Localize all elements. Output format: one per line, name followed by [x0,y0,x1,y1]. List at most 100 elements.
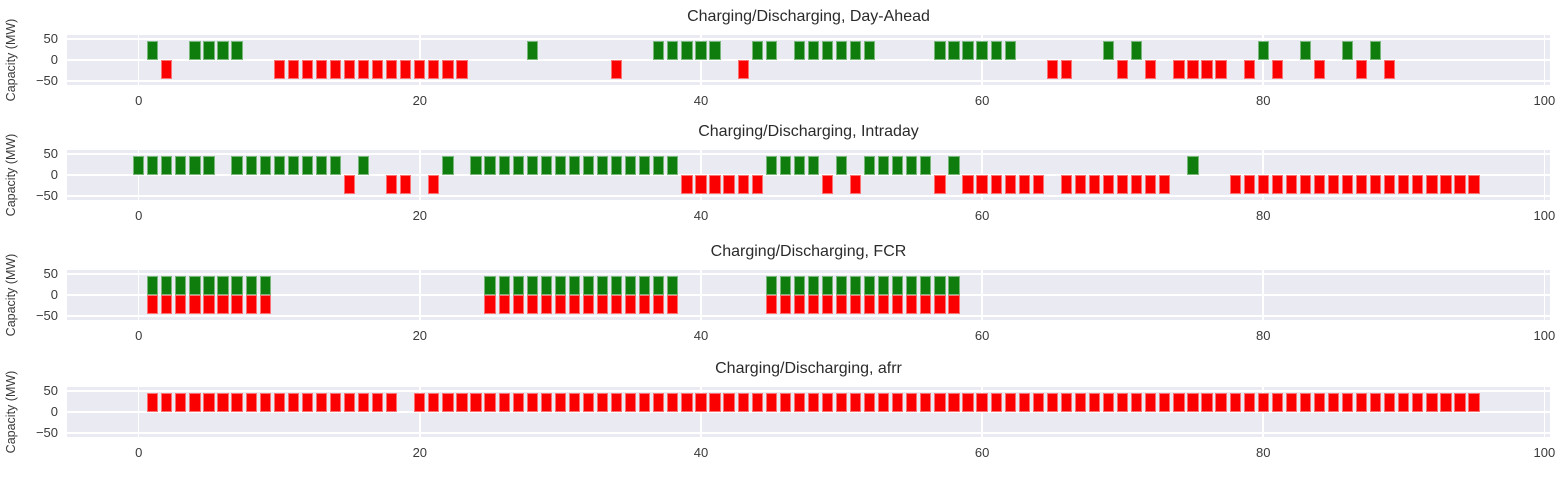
gridline-horizontal [67,432,1550,434]
bar-charging-hour-53 [878,156,890,175]
bar-charging-hour-7 [231,393,243,412]
bar-charging-hour-52 [864,156,876,175]
bar-charging-hour-18 [386,393,398,412]
bar-charging-hour-51 [849,41,862,60]
bar-charging-hour-47 [793,393,805,412]
bar-discharging-hour-19 [400,60,412,79]
x-tick-label: 100 [1533,93,1556,108]
bar-discharging-hour-2 [161,60,173,79]
bar-charging-hour-63 [1018,393,1030,412]
bar-charging-hour-31 [568,276,581,295]
bar-charging-hour-28 [526,276,538,295]
bar-discharging-hour-53 [878,295,890,314]
x-tick-label: 40 [693,93,709,108]
bar-charging-hour-41 [709,41,721,60]
bar-charging-hour-55 [906,156,918,175]
bar-discharging-hour-15 [343,175,356,194]
bar-charging-hour-2 [161,156,173,175]
bar-charging-hour-28 [526,393,538,412]
bar-discharging-hour-18 [386,175,398,194]
bar-charging-hour-77 [1215,393,1227,412]
bar-discharging-hour-67 [1074,175,1087,194]
bar-charging-hour-56 [920,276,932,295]
x-tick-label: 80 [1256,445,1271,460]
bar-charging-hour-53 [878,393,890,412]
bar-charging-hour-23 [456,393,468,412]
bar-discharging-hour-85 [1327,175,1340,194]
bar-charging-hour-43 [737,393,749,412]
subplot-title-fcr: Charging/Discharging, FCR [710,243,907,260]
x-tick-label: 60 [974,445,990,460]
bar-charging-hour-88 [1370,393,1382,412]
bar-discharging-hour-72 [1145,175,1157,194]
bar-charging-hour-64 [1032,393,1044,412]
bar-charging-hour-91 [1412,393,1424,412]
bar-discharging-hour-91 [1412,175,1424,194]
plot-area [67,387,1550,437]
bar-charging-hour-11 [287,393,299,412]
bar-discharging-hour-32 [582,295,595,314]
y-tick-label: −50 [35,307,58,323]
bar-charging-hour-25 [484,156,496,175]
x-tick-label: 20 [412,208,428,223]
bar-charging-hour-56 [920,156,932,175]
bar-discharging-hour-8 [245,295,257,314]
bar-discharging-hour-42 [723,175,735,194]
bar-charging-hour-75 [1187,393,1199,412]
bar-discharging-hour-34 [611,60,623,79]
bar-charging-hour-1 [147,393,159,412]
bar-discharging-hour-63 [1018,175,1030,194]
gridline-horizontal [67,390,1550,392]
bar-discharging-hour-25 [484,295,496,314]
bar-charging-hour-80 [1257,393,1269,412]
bar-discharging-hour-31 [568,295,581,314]
bar-charging-hour-5 [203,41,215,60]
bar-charging-hour-2 [161,276,173,295]
bar-charging-hour-34 [611,276,623,295]
bar-charging-hour-9 [259,393,271,412]
bar-charging-hour-55 [906,393,918,412]
bar-charging-hour-0 [133,156,145,175]
bar-charging-hour-6 [217,393,229,412]
bar-charging-hour-81 [1271,393,1283,412]
gridline-vertical [700,270,702,320]
bar-charging-hour-60 [976,41,988,60]
bar-charging-hour-30 [554,156,566,175]
bar-discharging-hour-60 [976,175,988,194]
bar-charging-hour-25 [484,393,496,412]
x-tick-label: 20 [412,328,428,343]
bar-discharging-hour-14 [329,60,342,79]
bar-charging-hour-69 [1102,41,1115,60]
gridline-vertical [700,35,702,85]
bar-charging-hour-78 [1229,393,1241,412]
x-tick-label: 80 [1256,208,1271,223]
bar-discharging-hour-54 [892,295,904,314]
gridline-horizontal [67,315,1550,317]
bar-charging-hour-24 [470,393,482,412]
bar-charging-hour-8 [245,156,257,175]
bar-discharging-hour-36 [639,295,651,314]
x-tick-label: 0 [135,328,143,343]
bar-charging-hour-53 [878,276,890,295]
bar-charging-hour-48 [807,276,820,295]
bar-charging-hour-40 [695,41,707,60]
bar-charging-hour-25 [484,276,496,295]
bar-charging-hour-13 [315,393,328,412]
bar-discharging-hour-39 [681,175,693,194]
gridline-vertical [1543,35,1546,85]
bar-charging-hour-93 [1440,393,1452,412]
bar-charging-hour-89 [1384,393,1396,412]
bar-charging-hour-35 [625,156,637,175]
bar-discharging-hour-59 [962,175,974,194]
gridline-horizontal [67,195,1550,197]
bar-discharging-hour-47 [793,295,805,314]
gridline-horizontal [67,153,1550,155]
bar-charging-hour-48 [807,156,820,175]
bar-discharging-hour-22 [442,60,454,79]
bar-discharging-hour-74 [1173,60,1185,79]
bar-charging-hour-45 [765,393,777,412]
bar-charging-hour-50 [835,393,848,412]
bar-charging-hour-11 [287,156,299,175]
bar-charging-hour-48 [807,393,820,412]
